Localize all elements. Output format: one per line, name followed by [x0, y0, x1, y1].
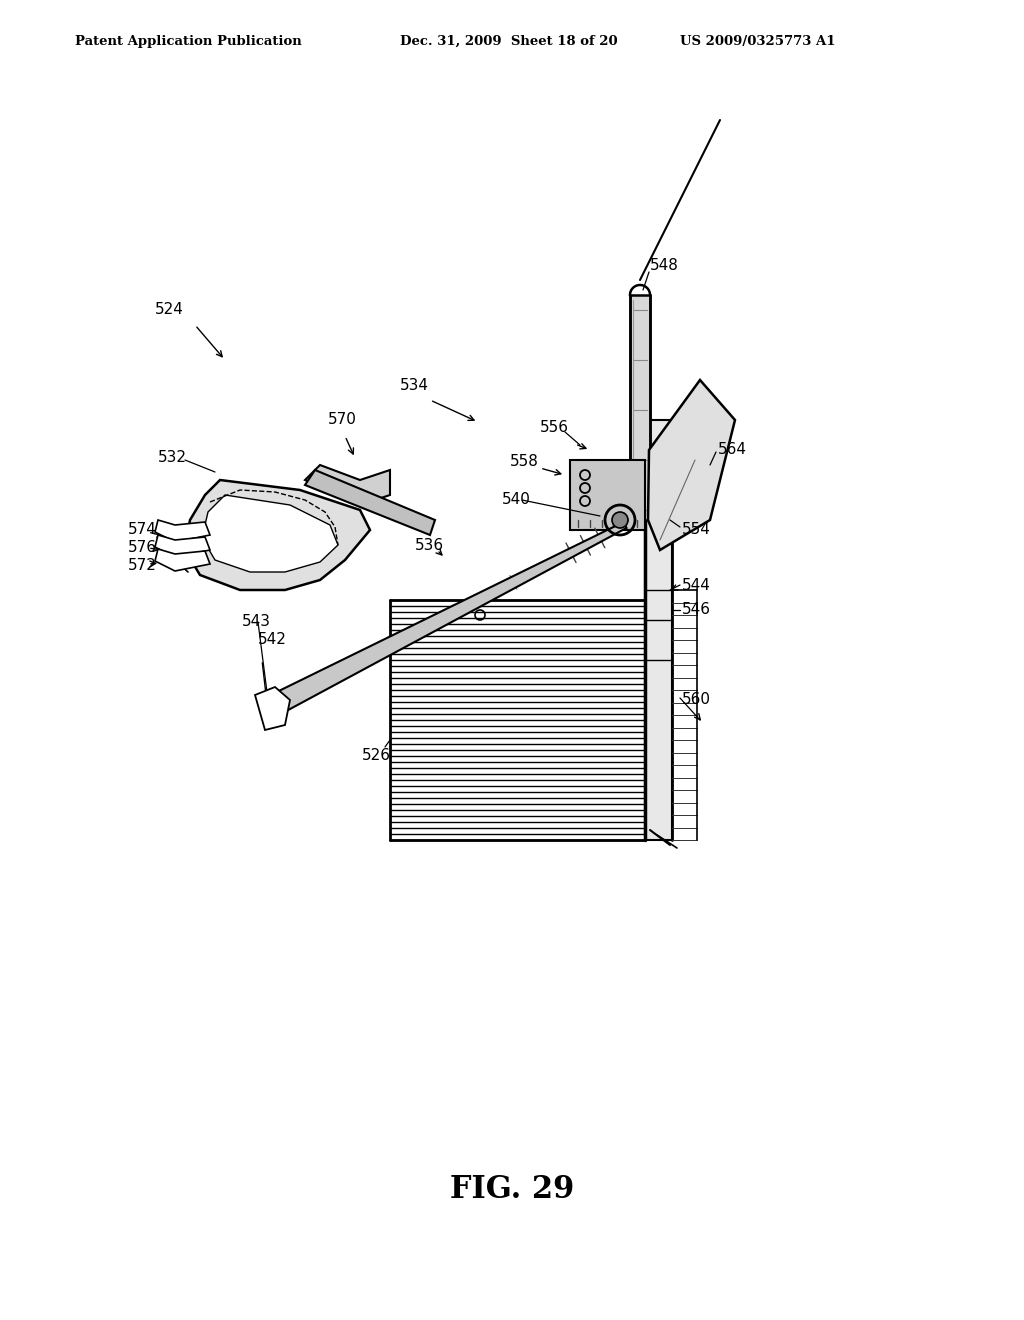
Text: 554: 554: [682, 523, 711, 537]
Text: 576: 576: [128, 540, 157, 554]
Text: Dec. 31, 2009  Sheet 18 of 20: Dec. 31, 2009 Sheet 18 of 20: [400, 36, 617, 48]
Text: 558: 558: [510, 454, 539, 470]
Text: 542: 542: [258, 632, 287, 648]
Polygon shape: [645, 420, 672, 840]
Text: 544: 544: [682, 578, 711, 593]
Text: 560: 560: [682, 693, 711, 708]
Polygon shape: [570, 459, 645, 531]
Text: Patent Application Publication: Patent Application Publication: [75, 36, 302, 48]
Text: 532: 532: [158, 450, 187, 466]
Text: 546: 546: [682, 602, 711, 618]
Text: 543: 543: [242, 615, 271, 630]
Text: 574: 574: [128, 523, 157, 537]
Text: FIG. 29: FIG. 29: [450, 1175, 574, 1205]
Text: 524: 524: [155, 302, 184, 318]
Polygon shape: [305, 470, 435, 535]
Text: 570: 570: [328, 412, 357, 428]
Polygon shape: [185, 480, 370, 590]
Polygon shape: [648, 380, 735, 550]
Polygon shape: [255, 686, 290, 730]
Text: 526: 526: [362, 747, 391, 763]
Text: 548: 548: [650, 257, 679, 272]
Polygon shape: [630, 294, 650, 520]
Polygon shape: [305, 465, 390, 506]
Text: 536: 536: [415, 537, 444, 553]
Text: 556: 556: [540, 421, 569, 436]
Text: US 2009/0325773 A1: US 2009/0325773 A1: [680, 36, 836, 48]
Polygon shape: [155, 520, 210, 543]
Text: 534: 534: [400, 378, 429, 392]
Text: 564: 564: [718, 442, 746, 458]
Text: 572: 572: [128, 557, 157, 573]
Polygon shape: [260, 523, 627, 719]
Circle shape: [612, 512, 628, 528]
Polygon shape: [155, 535, 210, 557]
Polygon shape: [155, 549, 210, 572]
Text: 540: 540: [502, 492, 530, 507]
Polygon shape: [202, 495, 338, 572]
